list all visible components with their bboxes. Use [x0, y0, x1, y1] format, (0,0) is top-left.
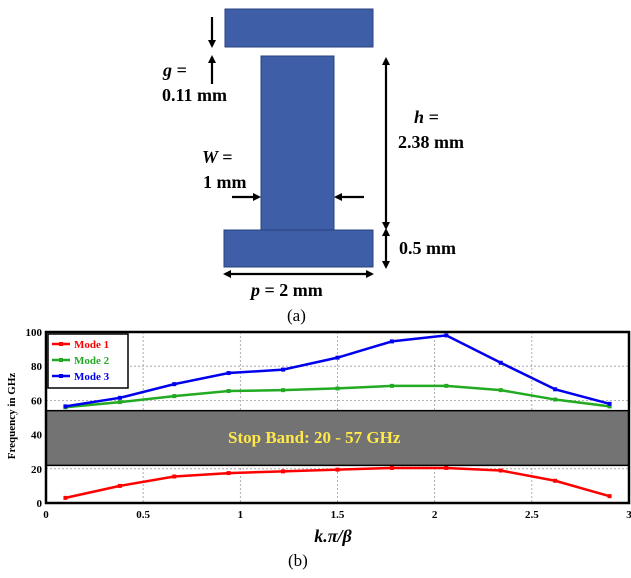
legend-label: Mode 2 [74, 355, 110, 367]
width-label: W = [202, 147, 233, 167]
data-point [226, 371, 231, 376]
x-tick-label: 2 [432, 509, 438, 521]
data-point [281, 367, 286, 372]
data-point [553, 387, 558, 392]
legend-label: Mode 3 [74, 371, 110, 383]
y-tick-label: 0 [37, 498, 43, 510]
data-point [172, 382, 177, 387]
plot-frame [44, 330, 631, 505]
period-label: p = 2 mm [251, 280, 323, 300]
data-point [389, 465, 394, 470]
data-point [335, 467, 340, 472]
stop-band-label: Stop Band: 20 - 57 GHz [228, 428, 401, 447]
data-point [335, 386, 340, 391]
chart-series [63, 333, 612, 500]
x-tick-label: 3 [626, 509, 631, 521]
chart-ticks: 0 0.5 1 1.5 2 2.5 3 0 20 40 60 80 100 [26, 327, 631, 521]
data-point [498, 388, 503, 393]
data-point [117, 395, 122, 400]
legend-swatch-marker [59, 358, 63, 362]
width-value: 1 mm [203, 172, 247, 192]
height-value: 2.38 mm [398, 132, 464, 152]
y-axis-label: Frequency in GHz [6, 373, 18, 460]
gap-label: g = [163, 60, 187, 80]
data-point [607, 404, 612, 409]
legend-swatch-marker [59, 342, 63, 346]
data-point [607, 494, 612, 499]
x-tick-label: 2.5 [525, 509, 539, 521]
data-point [63, 495, 68, 500]
data-point [389, 339, 394, 344]
data-point [498, 360, 503, 365]
y-tick-label: 100 [26, 327, 43, 339]
y-tick-label: 40 [31, 430, 43, 442]
data-point [607, 401, 612, 406]
data-point [444, 383, 449, 388]
x-tick-label: 0 [43, 509, 49, 521]
data-point [226, 388, 231, 393]
data-point [172, 394, 177, 399]
data-point [498, 468, 503, 473]
height-label: h = [414, 107, 439, 127]
data-point [281, 388, 286, 393]
data-point [226, 471, 231, 476]
x-tick-label: 1 [238, 509, 244, 521]
data-point [117, 483, 122, 488]
center-post [260, 55, 335, 231]
stop-band-region [45, 409, 630, 467]
caption-a: (a) [287, 306, 306, 325]
data-point [117, 400, 122, 405]
unit-cell-diagram [208, 8, 390, 278]
data-point [553, 478, 558, 483]
data-point [553, 397, 558, 402]
data-point [444, 333, 449, 338]
y-tick-label: 80 [31, 361, 43, 373]
data-point [172, 474, 177, 479]
caption-b: (b) [288, 551, 308, 570]
x-tick-label: 1.5 [331, 509, 345, 521]
y-tick-label: 60 [31, 395, 43, 407]
top-plate [224, 8, 374, 48]
base-thickness-value: 0.5 mm [399, 238, 456, 258]
legend-label: Mode 1 [74, 339, 109, 351]
x-axis-label: k.π/β [314, 526, 352, 546]
legend-swatch-marker [59, 374, 63, 378]
data-point [281, 469, 286, 474]
data-point [63, 404, 68, 409]
base-plate [223, 229, 374, 268]
data-point [335, 355, 340, 360]
y-tick-label: 20 [31, 464, 43, 476]
legend: Mode 1 Mode 2 Mode 3 [47, 333, 129, 389]
x-tick-label: 0.5 [136, 509, 150, 521]
data-point [389, 383, 394, 388]
gap-value: 0.11 mm [162, 85, 227, 105]
data-point [444, 465, 449, 470]
